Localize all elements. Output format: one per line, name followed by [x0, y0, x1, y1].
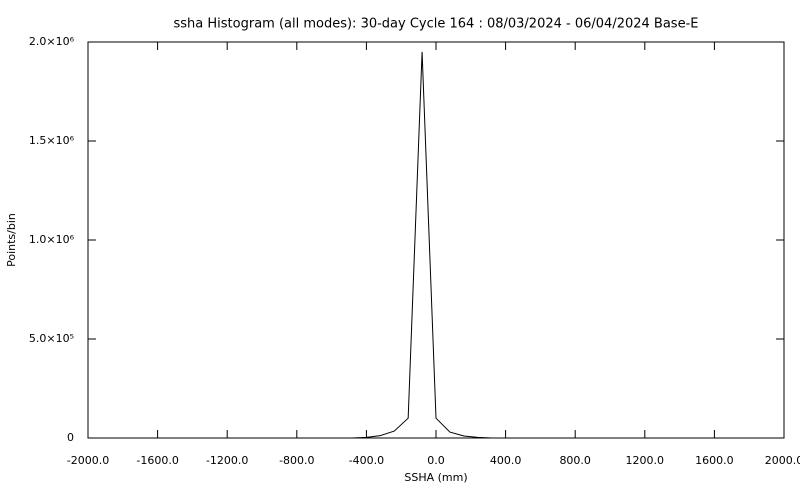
x-tick-label: -1600.0	[136, 454, 178, 467]
x-tick-label: -800.0	[279, 454, 314, 467]
y-tick-label: 2.0×10⁶	[29, 35, 75, 48]
y-axis-label: Points/bin	[5, 213, 18, 267]
x-tick-label: 1600.0	[695, 454, 734, 467]
y-tick-label: 5.0×10⁵	[29, 332, 74, 345]
histogram-line	[352, 51, 492, 439]
y-tick-label: 0	[67, 431, 74, 444]
y-tick-label: 1.0×10⁶	[29, 233, 75, 246]
x-tick-label: 2000.0	[765, 454, 800, 467]
chart-title: ssha Histogram (all modes): 30-day Cycle…	[174, 17, 699, 32]
x-tick-label: 400.0	[490, 454, 522, 467]
x-tick-label: 1200.0	[626, 454, 665, 467]
x-axis-label: SSHA (mm)	[404, 471, 467, 484]
plot-frame	[87, 41, 785, 439]
y-tick-label: 1.5×10⁶	[29, 134, 75, 147]
x-tick-label: -2000.0	[67, 454, 109, 467]
x-tick-label: -400.0	[349, 454, 384, 467]
x-tick-label: -1200.0	[206, 454, 248, 467]
x-tick-label: 0.0	[427, 454, 445, 467]
x-tick-label: 800.0	[559, 454, 591, 467]
